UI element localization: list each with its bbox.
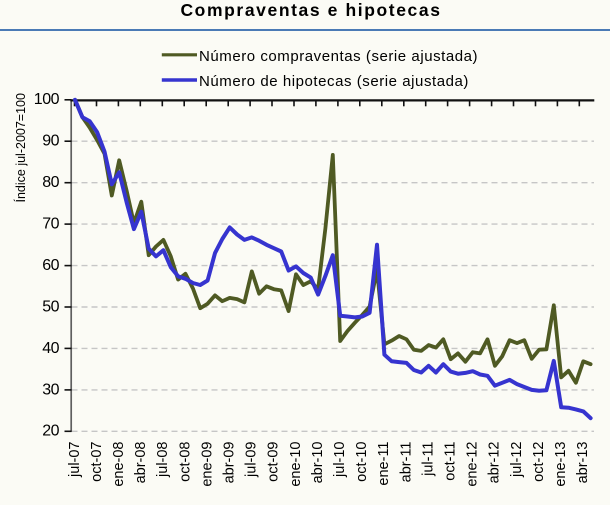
svg-text:abr-08: abr-08: [133, 442, 149, 484]
svg-text:20: 20: [42, 423, 59, 440]
svg-text:ene-12: ene-12: [465, 442, 481, 487]
svg-text:ene-10: ene-10: [288, 442, 304, 487]
svg-text:ene-11: ene-11: [376, 442, 392, 486]
svg-text:90: 90: [42, 133, 59, 150]
svg-text:abr-13: abr-13: [575, 442, 591, 484]
svg-text:ene-09: ene-09: [199, 442, 215, 487]
svg-text:70: 70: [42, 216, 59, 233]
svg-text:oct-11: oct-11: [443, 442, 459, 481]
svg-text:abr-11: abr-11: [398, 442, 414, 483]
svg-text:jul-07: jul-07: [67, 442, 83, 478]
svg-text:oct-07: oct-07: [89, 442, 105, 482]
svg-text:30: 30: [42, 381, 59, 398]
svg-text:abr-12: abr-12: [487, 442, 503, 484]
svg-text:oct-10: oct-10: [354, 442, 370, 482]
svg-text:50: 50: [42, 298, 59, 315]
svg-text:ene-13: ene-13: [553, 442, 569, 487]
svg-text:Número de hipotecas (serie aju: Número de hipotecas (serie ajustada): [199, 73, 469, 90]
svg-text:jul-09: jul-09: [244, 442, 260, 478]
svg-text:oct-09: oct-09: [266, 442, 282, 482]
svg-text:abr-10: abr-10: [310, 442, 326, 484]
svg-text:80: 80: [42, 174, 59, 191]
svg-text:100: 100: [34, 91, 60, 108]
svg-text:Número compraventas (serie aju: Número compraventas (serie ajustada): [199, 48, 478, 65]
svg-text:jul-08: jul-08: [155, 442, 171, 478]
svg-text:60: 60: [42, 257, 59, 274]
svg-text:40: 40: [42, 340, 59, 357]
svg-text:Índice jul-2007=100: Índice jul-2007=100: [13, 93, 28, 203]
svg-text:abr-09: abr-09: [222, 442, 238, 484]
svg-text:jul-12: jul-12: [509, 442, 525, 478]
svg-text:jul-10: jul-10: [332, 442, 348, 478]
svg-text:oct-12: oct-12: [531, 442, 547, 482]
svg-text:ene-08: ene-08: [111, 442, 127, 487]
svg-text:oct-08: oct-08: [177, 442, 193, 482]
svg-text:jul-11: jul-11: [420, 442, 436, 477]
